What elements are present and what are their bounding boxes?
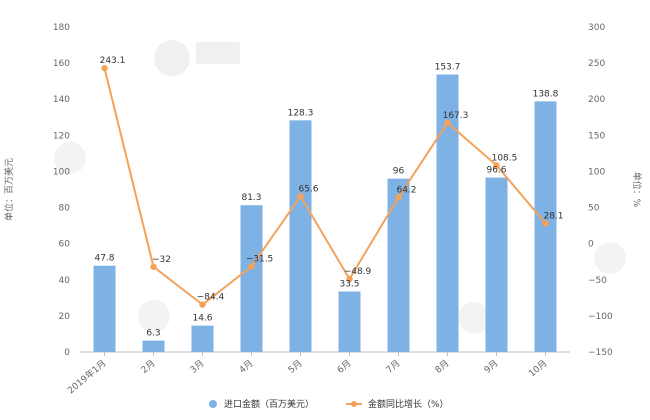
bar-value-label: 128.3	[288, 108, 314, 118]
line-point	[493, 162, 500, 169]
line-point	[199, 301, 206, 308]
line-value-label: −31.5	[246, 254, 274, 264]
legend: 进口金额（百万美元） 金额同比增长（%）	[209, 398, 449, 410]
bar-series	[93, 74, 557, 352]
y-left-tick-label: 140	[53, 95, 70, 105]
y-right-tick-label: 300	[588, 23, 605, 33]
bar	[485, 177, 508, 352]
line-value-label: 108.5	[492, 153, 518, 163]
y-left-tick-label: 40	[59, 276, 71, 286]
legend-line-label: 金额同比增长（%）	[368, 398, 449, 410]
x-tick-label: 3月	[188, 358, 206, 376]
y-left-tick-label: 160	[53, 59, 70, 69]
bar	[142, 340, 165, 352]
legend-bar-label: 进口金额（百万美元）	[224, 398, 314, 410]
x-tick-label: 5月	[286, 358, 304, 376]
y-left-tick-label: 0	[64, 348, 70, 358]
line-point	[150, 263, 157, 270]
bar	[289, 120, 312, 352]
data-labels: 47.8 6.3 14.6 81.3 128.3 33.5 96 153.7 96.6 138.8…	[94, 56, 563, 339]
line-point	[395, 194, 402, 201]
watermark-logo	[54, 142, 626, 334]
y-right-tick-label: −50	[588, 276, 607, 286]
bar-value-label: 96.6	[486, 166, 506, 176]
y-right-tick-label: −150	[588, 348, 613, 358]
line-point	[248, 263, 255, 270]
y-right-tick-label: 100	[588, 167, 605, 177]
bar-value-label: 6.3	[146, 329, 160, 339]
y-right-tick-label: 150	[588, 131, 605, 141]
bar	[338, 291, 361, 352]
y-left-tick-label: 100	[53, 167, 70, 177]
growth-line	[103, 67, 547, 306]
line-value-label: −48.9	[344, 267, 372, 277]
line-value-label: 167.3	[443, 111, 469, 121]
y-left-tick-label: 120	[53, 131, 70, 141]
y-left-tick-label: 80	[59, 204, 71, 214]
legend-line-marker	[351, 401, 357, 407]
bar-value-label: 138.8	[533, 89, 559, 99]
y-right-tick-label: 250	[588, 59, 605, 69]
y-left-tick-label: 20	[59, 312, 71, 322]
watermark-group	[54, 40, 626, 334]
bar	[534, 101, 557, 352]
y-left-tick-label: 60	[59, 240, 71, 250]
bar	[191, 325, 214, 352]
bar-value-label: 153.7	[435, 62, 461, 72]
y-right-axis-title: 单位：%	[631, 172, 643, 208]
x-tick-label: 10月	[527, 358, 550, 380]
line-point	[444, 119, 451, 127]
bar-value-label: 96	[393, 167, 405, 177]
line-value-label: 65.6	[298, 184, 318, 194]
x-tick-label: 9月	[482, 358, 500, 376]
bar-value-label: 81.3	[241, 193, 261, 203]
watermark-logo	[154, 40, 240, 76]
line-series	[101, 64, 549, 308]
y-left-axis-title: 单位：百万美元	[3, 158, 15, 221]
x-tick-label: 4月	[237, 358, 255, 376]
bar-value-label: 14.6	[192, 314, 212, 324]
line-point	[297, 193, 304, 200]
x-tick-label: 2019年1月	[65, 357, 108, 396]
line-value-label: 243.1	[100, 56, 126, 66]
line-value-label: 28.1	[543, 211, 563, 221]
bar	[436, 74, 459, 352]
line-value-label: −32	[152, 255, 171, 265]
y-left-tick-label: 180	[53, 23, 70, 33]
x-tick-label: 6月	[335, 358, 353, 376]
y-right-tick-label: 0	[588, 240, 594, 250]
x-tick-label: 8月	[433, 358, 451, 376]
y-right-tick-label: 200	[588, 95, 605, 105]
line-point	[101, 64, 108, 72]
bar	[93, 265, 116, 352]
line-value-label: 64.2	[396, 185, 416, 195]
line-value-label: −84.4	[197, 293, 225, 303]
bar	[387, 178, 410, 352]
legend-bar-swatch	[209, 400, 217, 408]
line-point	[346, 275, 353, 283]
y-right-tick-label: −100	[588, 312, 613, 322]
x-tick-label: 7月	[384, 358, 402, 376]
bar-value-label: 47.8	[94, 254, 114, 264]
x-tick-label: 2月	[139, 358, 157, 376]
bar	[240, 205, 263, 352]
y-right-tick-label: 50	[588, 204, 600, 214]
bar-value-label: 33.5	[339, 280, 359, 290]
line-point	[542, 220, 549, 227]
